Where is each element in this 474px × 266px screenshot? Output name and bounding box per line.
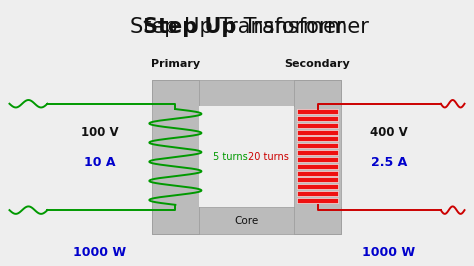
Bar: [294, 80, 341, 234]
Bar: [298, 157, 337, 162]
Text: 1000 W: 1000 W: [73, 246, 126, 259]
Bar: [298, 184, 337, 189]
Bar: [298, 136, 337, 141]
Bar: [298, 130, 337, 135]
Text: 100 V: 100 V: [81, 127, 118, 139]
Text: 10 A: 10 A: [84, 156, 115, 169]
Text: 20 turns: 20 turns: [248, 152, 289, 162]
Text: Step Up Transformer: Step Up Transformer: [130, 16, 344, 37]
Bar: [152, 80, 341, 106]
Text: Secondary: Secondary: [285, 59, 350, 69]
Text: 1000 W: 1000 W: [362, 246, 415, 259]
Bar: [298, 150, 337, 155]
Bar: [298, 164, 337, 169]
Bar: [298, 123, 337, 128]
Text: 400 V: 400 V: [370, 127, 408, 139]
Bar: [199, 106, 294, 207]
Text: Step Up: Step Up: [143, 16, 237, 37]
Text: Transformer: Transformer: [237, 16, 369, 37]
Bar: [298, 177, 337, 182]
Bar: [298, 116, 337, 121]
Bar: [298, 198, 337, 203]
Text: Primary: Primary: [151, 59, 200, 69]
Text: 5 turns: 5 turns: [213, 152, 248, 162]
Bar: [298, 171, 337, 176]
Bar: [152, 207, 341, 234]
Bar: [298, 191, 337, 196]
Text: 2.5 A: 2.5 A: [371, 156, 407, 169]
Bar: [152, 80, 199, 234]
Bar: [298, 109, 337, 114]
Bar: [298, 143, 337, 148]
Text: Core: Core: [234, 216, 259, 226]
